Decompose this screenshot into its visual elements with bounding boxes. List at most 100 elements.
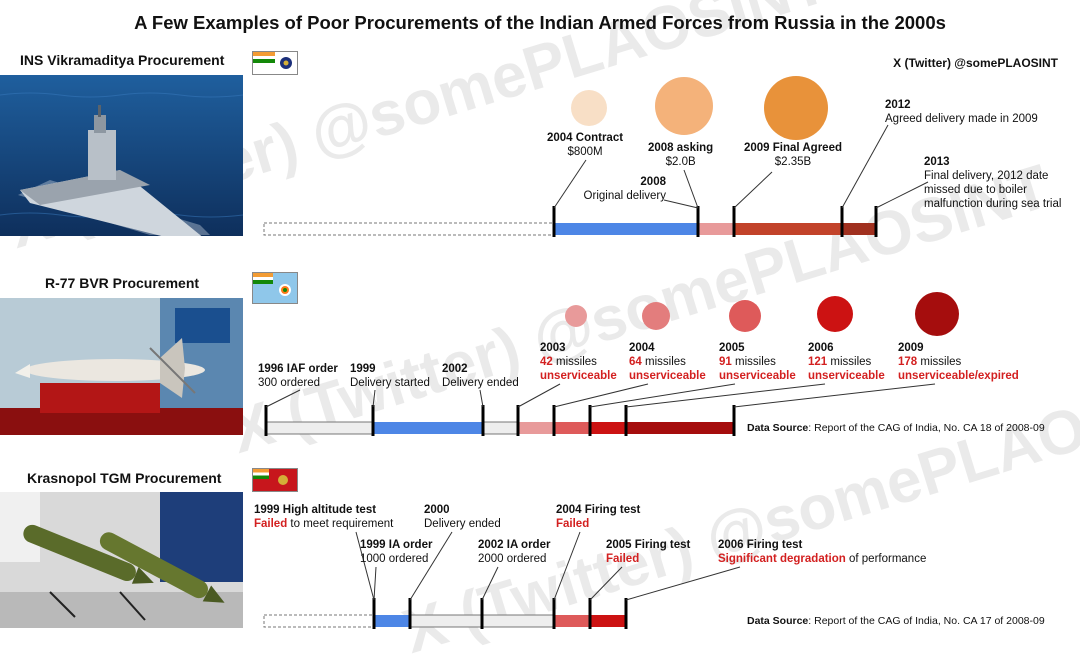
- event-head: 2008 asking: [648, 142, 714, 154]
- unserviceable-2005: 2005 91 missiles unserviceable: [719, 341, 796, 383]
- year: 2004: [629, 342, 655, 354]
- unserviceable-bubble-2006: [817, 296, 853, 332]
- air-force-ensign-icon: [253, 273, 297, 303]
- event-1996-iaf-order: 1996 IAF order 300 ordered: [258, 362, 338, 390]
- kras-bar-pre: [263, 614, 375, 628]
- cost-bubble-235b: [764, 76, 828, 140]
- navy-ensign-icon: [253, 52, 297, 74]
- event-sub: Original delivery: [583, 190, 666, 202]
- kras-bar-red: [590, 615, 626, 627]
- flag-navy-ensign: [252, 51, 298, 75]
- data-source-r77: Data Source: Report of the CAG of India,…: [747, 422, 1045, 434]
- unit: missiles: [830, 356, 872, 368]
- event-rest: to meet requirement: [287, 518, 394, 530]
- status: unserviceable/expired: [898, 370, 1019, 382]
- status: unserviceable: [808, 370, 885, 382]
- event-head: 2009 Final Agreed: [744, 142, 843, 154]
- event-2008-original-delivery: 2008 Original delivery: [579, 175, 666, 203]
- event-sub-2: missed due to boiler: [924, 184, 1027, 196]
- ins-bar-pre: [263, 222, 555, 236]
- unit: missiles: [645, 356, 686, 368]
- unit: missiles: [735, 356, 776, 368]
- ins-bar-darkred: [842, 223, 876, 235]
- data-source-label: Data Source: [747, 615, 809, 627]
- event-sub: 2000 ordered: [478, 553, 547, 565]
- army-ensign-icon: [253, 469, 297, 491]
- event-sub: Delivery ended: [442, 377, 519, 389]
- event-2000-delivery-ended: 2000 Delivery ended: [424, 503, 501, 531]
- count: 91: [719, 356, 732, 368]
- event-2009-final-agreed: 2009 Final Agreed $2.35B: [744, 141, 842, 169]
- guided-shell-image: [0, 492, 243, 628]
- event-sub: 300 ordered: [258, 377, 321, 389]
- count: 42: [540, 356, 553, 368]
- event-2008-asking: 2008 asking $2.0B: [648, 141, 713, 169]
- event-failed: Failed: [606, 553, 640, 565]
- unserviceable-bubble-2009: [915, 292, 959, 336]
- flag-air-force-ensign: [252, 272, 298, 304]
- section-title-krasnopol: Krasnopol TGM Procurement: [27, 470, 222, 486]
- event-2002-ia-order: 2002 IA order 2000 ordered: [478, 538, 550, 566]
- event-head: 2002: [442, 363, 468, 375]
- unserviceable-2004: 2004 64 missiles unserviceable: [629, 341, 706, 383]
- section-title-ins: INS Vikramaditya Procurement: [20, 52, 225, 68]
- cost-bubble-800m: [571, 90, 607, 126]
- count: 178: [898, 356, 918, 368]
- data-source-label: Data Source: [747, 422, 809, 434]
- status: unserviceable: [719, 370, 796, 382]
- r77-bar-blue: [373, 422, 483, 434]
- event-sub: Agreed delivery made in 2009: [885, 113, 1038, 125]
- missile-image: [0, 298, 243, 435]
- year: 2003: [540, 342, 566, 354]
- event-head: 2000: [424, 504, 450, 516]
- section-title-r77: R-77 BVR Procurement: [45, 275, 200, 291]
- event-2013-final-delivery: 2013 Final delivery, 2012 date missed du…: [924, 155, 1061, 211]
- event-head: 1999: [350, 363, 376, 375]
- r77-bar-pre: [265, 421, 374, 435]
- event-head: 2005 Firing test: [606, 539, 691, 551]
- kras-bar-blue: [374, 615, 410, 627]
- photo-guided-shells: [0, 492, 243, 628]
- kras-bar-rose: [554, 615, 590, 627]
- event-head: 2013: [924, 156, 950, 168]
- event-failed: Failed: [556, 518, 590, 530]
- event-head: 2008: [640, 176, 666, 188]
- event-2005-firing-test: 2005 Firing test Failed: [606, 538, 690, 566]
- r77-bar-gray: [482, 421, 519, 435]
- page-title: A Few Examples of Poor Procurements of t…: [134, 12, 946, 33]
- event-2006-firing-test: 2006 Firing test Significant degradation…: [718, 538, 926, 566]
- unit: missiles: [920, 356, 962, 368]
- event-1999-high-altitude-test: 1999 High altitude test Failed to meet r…: [254, 503, 393, 531]
- status: unserviceable: [540, 370, 617, 382]
- event-sub: $2.35B: [774, 156, 812, 168]
- r77-bar-darkred: [626, 422, 734, 434]
- status: unserviceable: [629, 370, 706, 382]
- data-source-krasnopol: Data Source: Report of the CAG of India,…: [747, 615, 1045, 627]
- unserviceable-2006: 2006 121 missiles unserviceable: [808, 341, 885, 383]
- event-sub-3: malfunction during sea trial: [924, 198, 1062, 210]
- unserviceable-2003: 2003 42 missiles unserviceable: [540, 341, 617, 383]
- event-head: 2004 Firing test: [556, 504, 641, 516]
- data-source-text: : Report of the CAG of India, No. CA 18 …: [808, 422, 1045, 434]
- year: 2006: [808, 342, 834, 354]
- data-source-text: : Report of the CAG of India, No. CA 17 …: [808, 615, 1045, 627]
- event-2002-delivery-ended: 2002 Delivery ended: [442, 362, 519, 390]
- event-sub: $2.0B: [665, 156, 696, 168]
- event-head: 1999 IA order: [360, 539, 433, 551]
- event-1999-delivery-started: 1999 Delivery started: [350, 362, 430, 390]
- event-2004-contract: 2004 Contract $800M: [547, 131, 623, 159]
- event-sub: Delivery started: [350, 377, 430, 389]
- unserviceable-bubble-2003: [565, 305, 587, 327]
- photo-missile: [0, 298, 243, 435]
- r77-bar-pink: [518, 422, 554, 434]
- event-sub: 1000 ordered: [360, 553, 429, 565]
- author-credit: X (Twitter) @somePLAOSINT: [893, 56, 1058, 70]
- event-head: 1999 High altitude test: [254, 504, 377, 516]
- r77-bar-rose: [554, 422, 590, 434]
- timeline-graphics: [263, 76, 959, 629]
- ins-bar-pink: [698, 223, 734, 235]
- count: 121: [808, 356, 828, 368]
- ins-bar-blue: [554, 223, 698, 235]
- event-rest: of performance: [845, 553, 927, 565]
- unserviceable-bubble-2004: [642, 302, 670, 330]
